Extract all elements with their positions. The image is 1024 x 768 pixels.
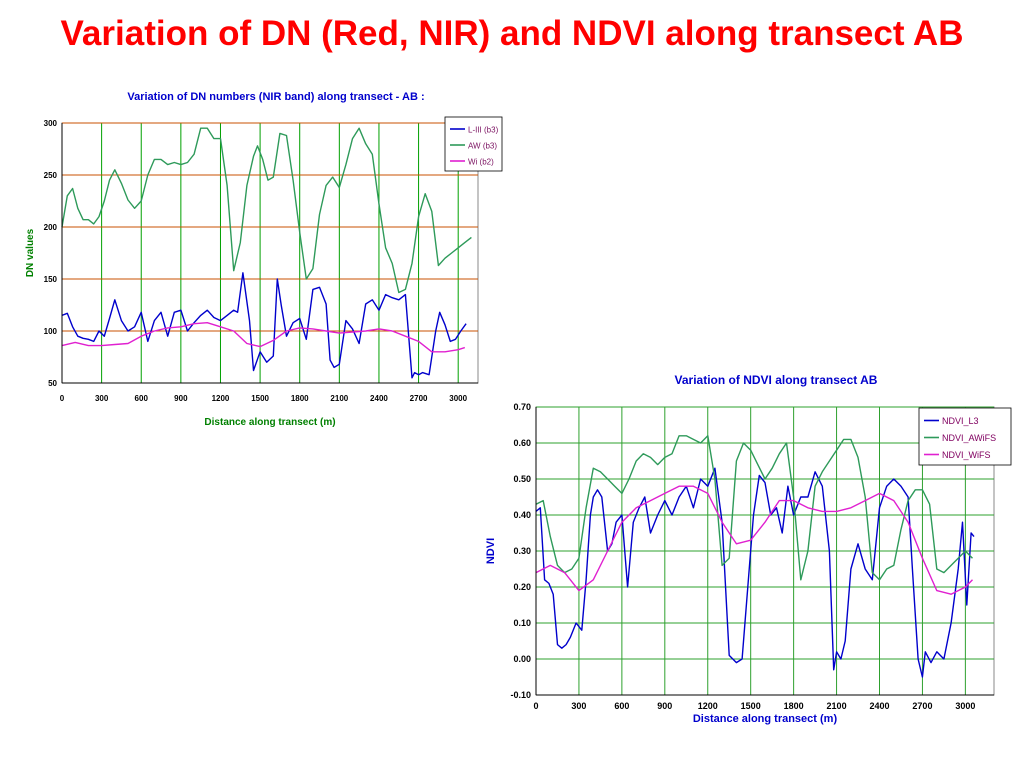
x-tick-label: 1500 (251, 394, 269, 403)
x-tick-label: 300 (95, 394, 109, 403)
legend-label: Wi (b2) (468, 158, 494, 167)
y-tick-label: 0.40 (513, 510, 531, 520)
legend-box (444, 116, 503, 172)
x-tick-label: 2700 (912, 701, 932, 711)
x-tick-label: 900 (174, 394, 188, 403)
y-tick-label: 100 (44, 327, 58, 336)
y-axis-label: NDVI (485, 538, 497, 564)
y-tick-label: 0.50 (513, 474, 531, 484)
legend-label: NDVI_L3 (942, 416, 979, 426)
x-tick-label: 2700 (410, 394, 428, 403)
chart-title: Variation of NDVI along transect AB (675, 373, 878, 387)
series-line-1 (535, 467, 975, 678)
x-tick-label: 1200 (698, 701, 718, 711)
x-tick-label: 300 (571, 701, 586, 711)
series-line-2 (535, 435, 973, 581)
x-tick-label: 900 (657, 701, 672, 711)
series-line-1 (61, 272, 467, 379)
x-tick-label: 2400 (370, 394, 388, 403)
nir-dn-chart: 0 300 600 900 1200 1500 1800 2100 2400 2700 3000 50… (25, 91, 503, 428)
y-tick-label: 0.10 (513, 618, 531, 628)
y-axis-label: DN values (25, 228, 36, 277)
x-tick-label: 1500 (741, 701, 761, 711)
y-tick-label: 50 (48, 379, 57, 388)
x-tick-label: 1800 (784, 701, 804, 711)
y-tick-label: 0.60 (513, 438, 531, 448)
series-line-2 (61, 127, 472, 294)
x-tick-label: 600 (614, 701, 629, 711)
x-tick-label: 3000 (449, 394, 467, 403)
x-tick-label: 0 (60, 394, 65, 403)
x-tick-label: 0 (533, 701, 538, 711)
y-tick-label: -0.10 (510, 690, 531, 700)
x-tick-label: 2100 (827, 701, 847, 711)
y-tick-label: 200 (44, 223, 58, 232)
y-tick-label: 0.00 (513, 654, 531, 664)
y-tick-label: 0.70 (513, 402, 531, 412)
slide-title: Variation of DN (Red, NIR) and NDVI alon… (60, 14, 964, 53)
x-axis-label: Distance along transect (m) (693, 713, 838, 725)
legend-box (918, 407, 1012, 466)
x-tick-label: 2100 (330, 394, 348, 403)
legend-label: NDVI_AWiFS (942, 433, 996, 443)
series-line-3 (61, 321, 466, 353)
x-tick-label: 600 (135, 394, 149, 403)
x-axis-label: Distance along transect (m) (204, 417, 335, 428)
y-tick-label: 150 (44, 275, 58, 284)
ndvi-chart: 0 300 600 900 1200 1500 1800 2100 2400 2700 3000 -0… (485, 373, 1012, 725)
y-tick-label: 250 (44, 171, 58, 180)
x-tick-label: 1200 (212, 394, 230, 403)
y-tick-label: 0.20 (513, 582, 531, 592)
x-tick-label: 1800 (291, 394, 309, 403)
x-tick-label: 3000 (955, 701, 975, 711)
legend-label: L-III (b3) (468, 126, 499, 135)
chart-title: Variation of DN numbers (NIR band) along… (127, 91, 424, 103)
series-line-3 (535, 485, 973, 595)
legend-label: NDVI_WiFS (942, 450, 991, 460)
legend-label: AW (b3) (468, 142, 497, 151)
x-tick-label: 2400 (869, 701, 889, 711)
y-tick-label: 0.30 (513, 546, 531, 556)
y-tick-label: 300 (44, 119, 58, 128)
